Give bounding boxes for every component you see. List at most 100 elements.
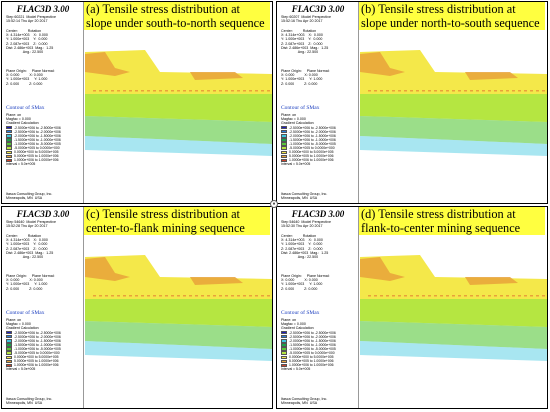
tensile-zone	[465, 72, 518, 80]
legend-swatch	[6, 363, 12, 368]
legend-swatch	[6, 335, 12, 339]
legend-swatch	[281, 134, 287, 138]
legend-label: -2.5000e+006 to -2.0000e+006	[289, 129, 336, 134]
seam-mark	[105, 295, 108, 297]
seam-mark	[374, 295, 377, 297]
seam-mark	[261, 90, 264, 92]
seam-mark	[123, 90, 126, 92]
seam-mark	[524, 90, 527, 92]
seam-mark	[380, 90, 383, 92]
legend-swatch	[281, 150, 287, 154]
panel-caption: (c) Tensile stress distribution at cente…	[84, 207, 270, 235]
legend-item: -2.0000e+006 to -1.5000e+006	[6, 134, 61, 138]
seam-mark	[105, 90, 108, 92]
seam-mark	[458, 295, 461, 297]
contour-title: Contour of SMax	[281, 310, 320, 316]
legend-item: -2.5000e+006 to -2.5000e+006	[281, 331, 336, 335]
legend-label: -1.0000e+006 to -5.0000e+005	[14, 347, 61, 352]
seam-mark	[380, 295, 383, 297]
legend-label: -1.5000e+006 to -1.0000e+006	[14, 342, 61, 347]
seam-mark	[219, 90, 222, 92]
band-surface	[85, 50, 272, 94]
contour-legend: Plane: on Magfac = 0.000 Gradient Calcul…	[281, 318, 336, 371]
band-cyan	[360, 341, 547, 361]
legend-item: 5.0000e+005 to 1.0000e+006	[281, 154, 336, 158]
step-info: Step 60221 Model Perspective 15:52:14 Th…	[6, 15, 56, 24]
seam-mark	[536, 90, 539, 92]
legend-item: -5.0000e+005 to 0.0000e+000	[6, 146, 61, 150]
seam-mark	[404, 90, 407, 92]
seam-mark	[506, 90, 509, 92]
legend-header: Plane: on Magfac = 0.000 Gradient Calcul…	[6, 113, 39, 126]
view-info: Center: Rotation X: 4.314e+003 X: 0.000 …	[6, 29, 54, 55]
legend-item: -1.0000e+006 to -5.0000e+005	[6, 142, 61, 146]
tensile-zone	[85, 52, 130, 76]
legend-swatch	[281, 347, 287, 351]
seam-mark	[219, 295, 222, 297]
legend-item: -2.5000e+006 to -2.0000e+006	[6, 130, 61, 134]
legend-swatch	[6, 130, 12, 134]
band-green	[85, 116, 272, 144]
seam-mark	[530, 90, 533, 92]
contour-title: Contour of SMax	[6, 310, 45, 316]
seam-mark	[195, 295, 198, 297]
legend-items: -2.5000e+006 to -2.5000e+006 -2.5000e+006…	[6, 126, 61, 163]
seam-mark	[189, 295, 192, 297]
legend-item: 5.0000e+005 to 1.0000e+006	[281, 359, 336, 363]
band-green	[360, 321, 547, 349]
seam-mark	[183, 90, 186, 92]
seam-mark	[93, 90, 96, 92]
seam-mark	[410, 295, 413, 297]
flac3d-logo: FLAC3D 3.00	[16, 4, 70, 14]
view-info: Center: Rotation X: 4.314e+003 X: 0.000 …	[281, 29, 329, 55]
seam-mark	[195, 90, 198, 92]
legend-swatch	[281, 339, 287, 343]
legend-label: 5.0000e+005 to 1.0000e+006	[14, 154, 59, 159]
legend-label: 5.0000e+005 to 1.0000e+006	[289, 154, 334, 159]
seam-mark	[446, 295, 449, 297]
legend-item: -2.5000e+006 to -2.5000e+006	[6, 126, 61, 130]
step-info: Step 54640 Model Perspective 15:52:28 Th…	[6, 220, 56, 229]
band-light	[85, 94, 272, 122]
legend-item: -5.0000e+005 to 0.0000e+000	[281, 351, 336, 355]
seam-mark	[213, 295, 216, 297]
legend-label: -2.5000e+006 to -2.5000e+006	[289, 330, 336, 335]
seam-mark	[255, 90, 258, 92]
legend-label: -2.5000e+006 to -2.0000e+006	[14, 129, 61, 134]
legend-item: 5.0000e+005 to 1.0000e+006	[6, 359, 61, 363]
legend-label: 0.0000e+000 to 5.0000e+005	[289, 150, 334, 155]
seam-mark	[147, 295, 150, 297]
tensile-zone	[190, 277, 243, 285]
itasca-footer: Itasca Consulting Group, Inc. Minneapoli…	[281, 192, 328, 201]
plane-info: Plane Origin: Plane Normal: X: 0.000 X: …	[281, 69, 330, 86]
seam-mark	[536, 295, 539, 297]
seam-mark	[129, 295, 132, 297]
legend-item: -2.5000e+006 to -2.5000e+006	[6, 331, 61, 335]
itasca-footer: Itasca Consulting Group, Inc. Minneapoli…	[6, 397, 53, 406]
seam-mark	[392, 90, 395, 92]
legend-label: -2.0000e+006 to -1.5000e+006	[14, 338, 61, 343]
legend-label: -1.5000e+006 to -1.0000e+006	[289, 342, 336, 347]
seam-mark	[123, 295, 126, 297]
seam-mark	[171, 295, 174, 297]
seam-mark	[165, 295, 168, 297]
legend-label: -2.5000e+006 to -2.5000e+006	[14, 330, 61, 335]
legend-label: -5.0000e+005 to 0.0000e+000	[14, 351, 60, 356]
legend-swatch	[6, 339, 12, 343]
legend-swatch	[281, 146, 287, 150]
legend-swatch	[281, 351, 287, 355]
seam-mark	[518, 90, 521, 92]
legend-swatch	[281, 335, 287, 339]
seam-mark	[512, 295, 515, 297]
seam-mark	[458, 90, 461, 92]
panel-b: FLAC3D 3.00 Step 60207 Model Perspective…	[276, 1, 548, 204]
legend-swatch	[6, 134, 12, 138]
center-marker: ●	[270, 200, 278, 208]
seam-mark	[500, 90, 503, 92]
seam-mark	[440, 295, 443, 297]
legend-swatch	[281, 343, 287, 347]
seam-mark	[452, 90, 455, 92]
legend-item: 1.0000e+006 to 1.0000e+006	[6, 363, 61, 367]
legend-sidebar: FLAC3D 3.00 Step 60207 Model Perspective…	[277, 2, 359, 203]
